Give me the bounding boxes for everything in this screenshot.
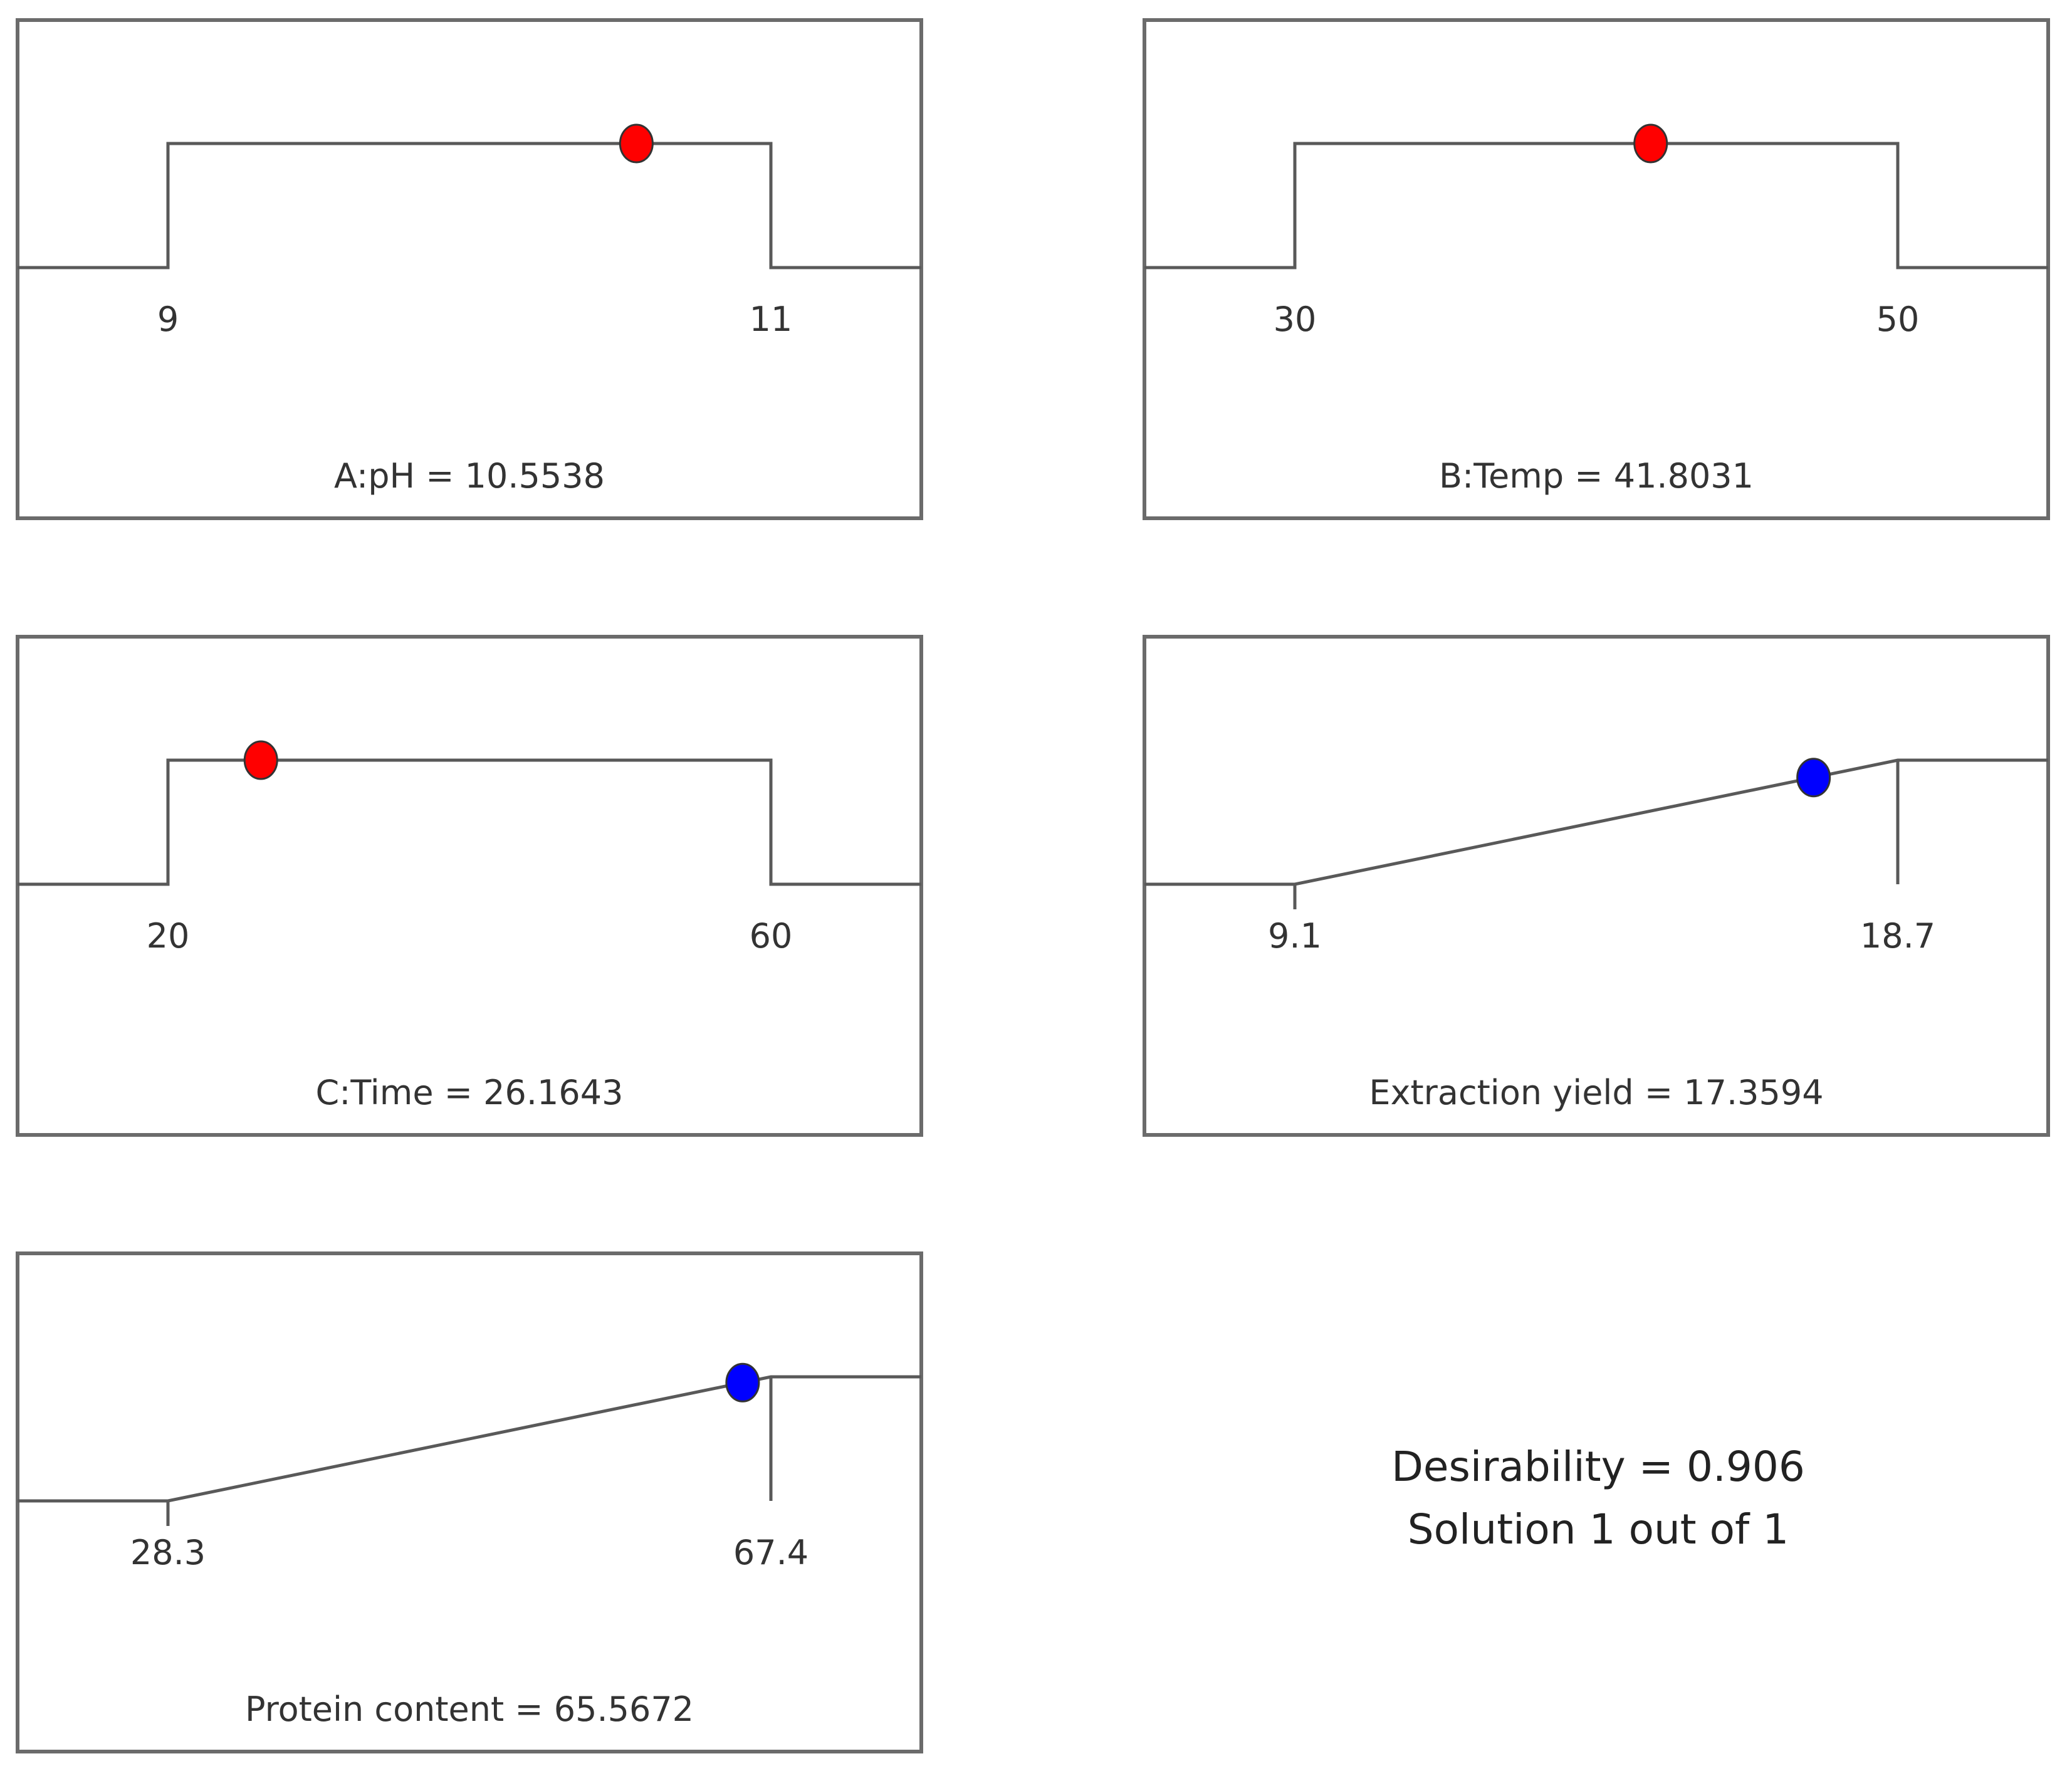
tick-label-low-a: 9 [157,300,179,339]
tick-label-high-a: 11 [750,300,793,339]
optimum-point-d [1796,758,1831,798]
panel-label-a: A:pH = 10.5538 [334,456,605,496]
solution-text: Solution 1 out of 1 [1407,1505,1789,1554]
optimum-point-b [1633,123,1668,164]
desirability-ramp-b [1144,142,2048,269]
desirability-ramp-a [18,142,921,269]
tick-label-low-c: 20 [147,916,190,956]
tick-label-low-b: 30 [1274,300,1317,339]
optimum-point-a [619,123,654,164]
tick-label-high-e: 67.4 [733,1533,808,1572]
tick-label-high-c: 60 [750,916,793,956]
panel-label-e: Protein content = 65.5672 [245,1690,694,1729]
desirability-ramp-d [1144,758,2048,909]
tick-label-low-d: 9.1 [1268,916,1322,956]
desirability-ramp-e [18,1375,921,1526]
tick-label-low-e: 28.3 [130,1533,206,1572]
optimum-point-c [243,740,278,780]
desirability-ramp-c [18,758,921,886]
panel-label-c: C:Time = 26.1643 [316,1073,624,1112]
panel-label-b: B:Temp = 41.8031 [1439,456,1754,496]
desirability-text: Desirability = 0.906 [1391,1443,1805,1491]
tick-label-high-b: 50 [1876,300,1920,339]
tick-label-high-d: 18.7 [1860,916,1935,956]
panel-label-d: Extraction yield = 17.3594 [1369,1073,1823,1112]
optimum-point-e [725,1362,760,1403]
